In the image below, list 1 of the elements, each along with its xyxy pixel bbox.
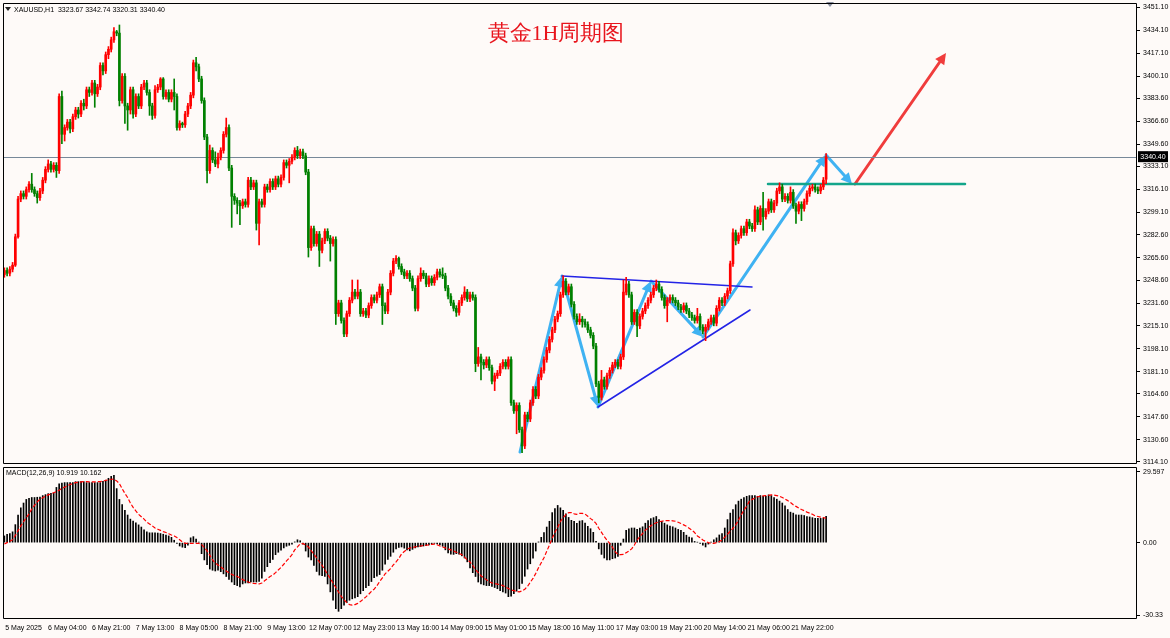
text: 黄金1H周期图 [487, 19, 625, 45]
